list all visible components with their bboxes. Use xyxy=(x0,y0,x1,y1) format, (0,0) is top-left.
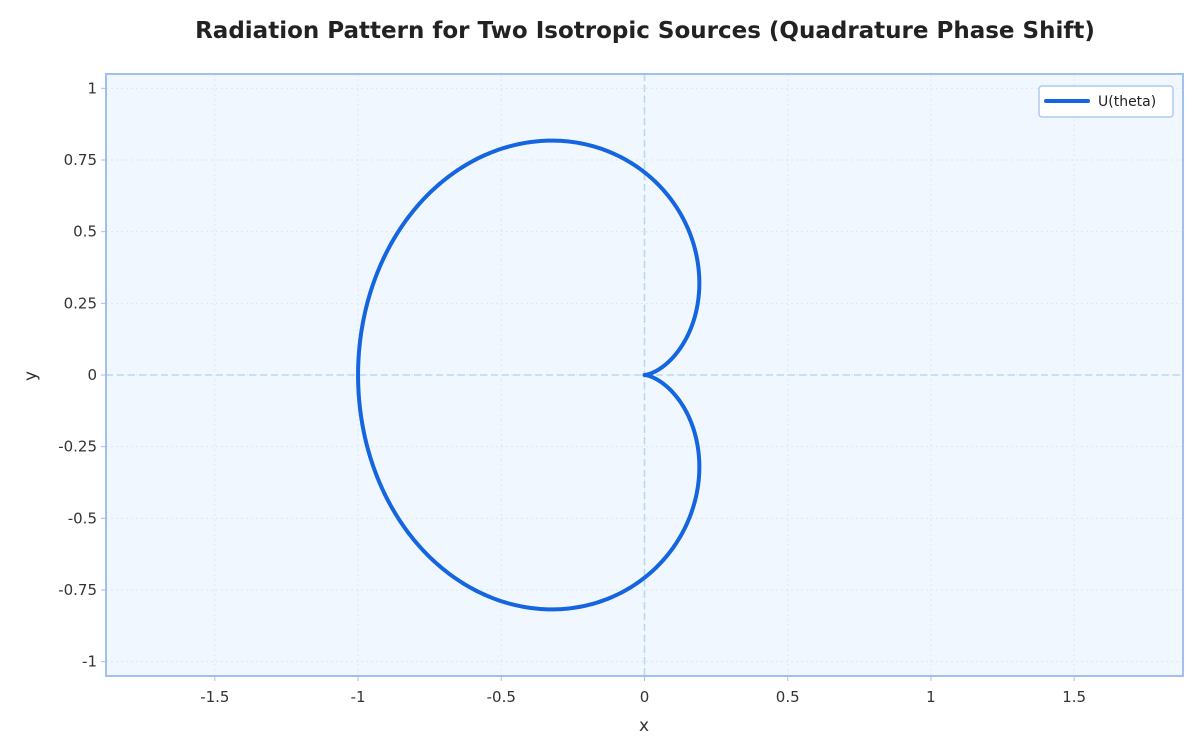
chart-title: Radiation Pattern for Two Isotropic Sour… xyxy=(195,18,1095,44)
x-tick-label: -1.5 xyxy=(200,688,229,706)
y-tick-label: -1 xyxy=(82,653,97,671)
x-tick-label: -1 xyxy=(351,688,366,706)
y-axis-ticks: 1 0.75 0.5 0.25 0 -0.25 -0.5 -0.75 -1 xyxy=(58,79,106,671)
x-tick-label: 1 xyxy=(926,688,936,706)
y-tick-label: 0.5 xyxy=(73,223,97,241)
series-line-utheta xyxy=(356,138,702,612)
y-tick-label: 0.75 xyxy=(64,151,97,169)
x-axis-ticks: -1.5 -1 -0.5 0 0.5 1 1.5 xyxy=(200,676,1086,706)
y-tick-label: -0.75 xyxy=(58,581,97,599)
y-tick-label: -0.25 xyxy=(58,438,97,456)
y-tick-label: 1 xyxy=(87,79,97,97)
y-tick-label: -0.5 xyxy=(68,509,97,527)
x-tick-label: 0 xyxy=(640,688,650,706)
x-axis-label: x xyxy=(639,716,649,736)
y-tick-label: 0 xyxy=(87,366,97,384)
y-axis-label: y xyxy=(21,371,41,381)
x-tick-label: 0.5 xyxy=(776,688,800,706)
x-tick-label: 1.5 xyxy=(1062,688,1086,706)
legend: U(theta) xyxy=(1038,85,1174,118)
y-tick-label: 0.25 xyxy=(64,294,97,312)
series-layer xyxy=(356,138,702,612)
x-tick-label: -0.5 xyxy=(487,688,516,706)
legend-label: U(theta) xyxy=(1098,94,1156,110)
legend-box xyxy=(1038,85,1174,118)
